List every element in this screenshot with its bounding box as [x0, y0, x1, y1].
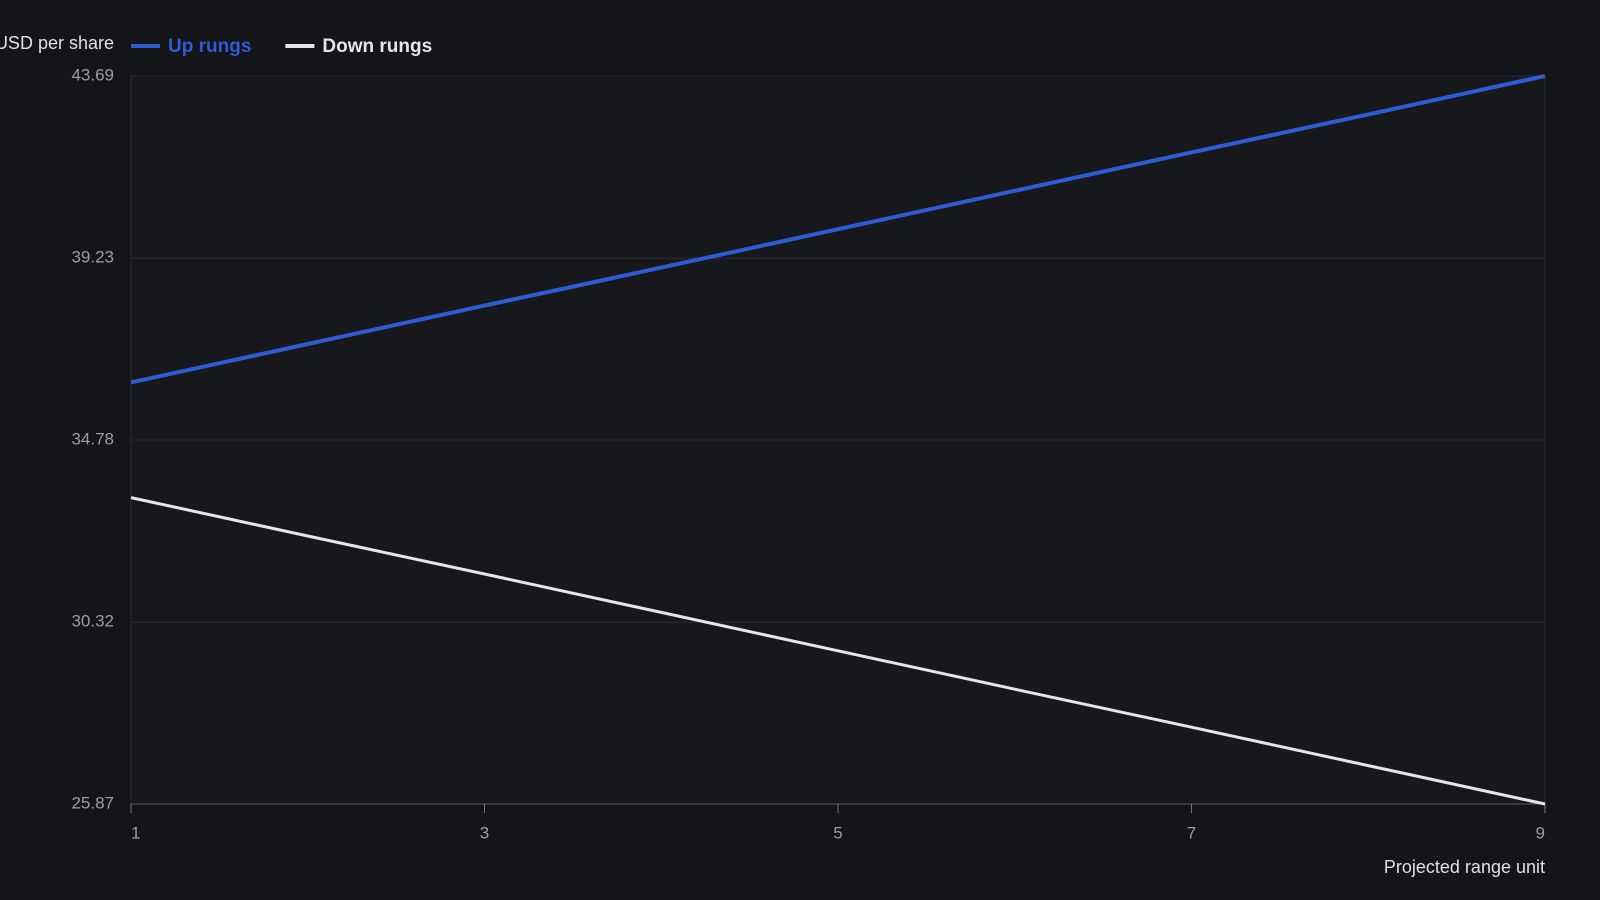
x-tick-label: 3 — [480, 823, 489, 842]
series-line — [130, 496, 1546, 806]
x-axis-title: Projected range unit — [1384, 857, 1545, 877]
legend-label: Down rungs — [322, 36, 432, 57]
x-tick-label: 5 — [833, 823, 842, 842]
y-axis-title: USD per share — [0, 33, 114, 53]
y-tick-label: 43.69 — [71, 65, 114, 84]
x-tick-label: 7 — [1187, 823, 1196, 842]
y-tick-label: 30.32 — [71, 612, 114, 631]
series-line — [130, 74, 1546, 385]
legend-label: Up rungs — [168, 36, 251, 57]
x-tick-label: 9 — [1536, 823, 1545, 842]
y-tick-label: 34.78 — [71, 429, 114, 448]
x-tick-label: 1 — [131, 823, 140, 842]
y-tick-label: 25.87 — [71, 793, 114, 812]
y-tick-label: 39.23 — [71, 248, 114, 267]
